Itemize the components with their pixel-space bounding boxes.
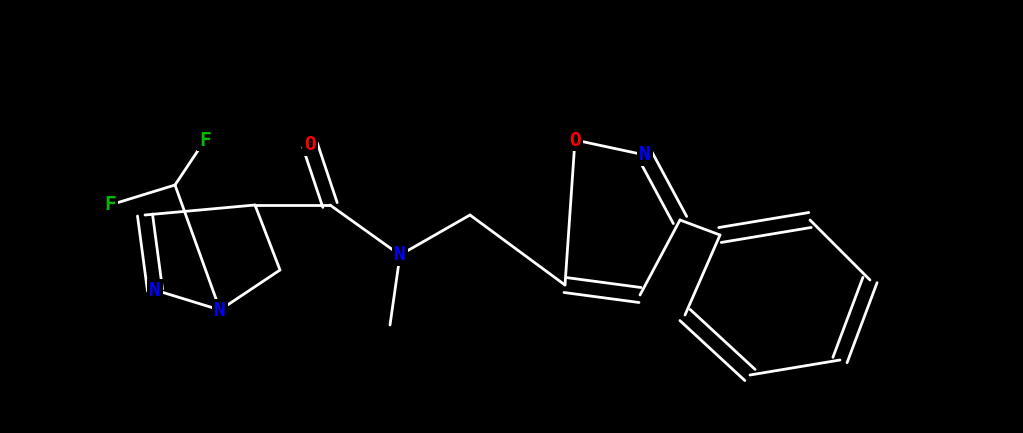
Text: O: O	[569, 130, 581, 149]
Text: N: N	[639, 145, 651, 165]
Text: N: N	[214, 301, 226, 320]
Text: O: O	[304, 136, 316, 155]
Text: F: F	[104, 196, 116, 214]
Text: N: N	[149, 281, 161, 300]
Text: F: F	[199, 130, 211, 149]
Text: N: N	[394, 246, 406, 265]
